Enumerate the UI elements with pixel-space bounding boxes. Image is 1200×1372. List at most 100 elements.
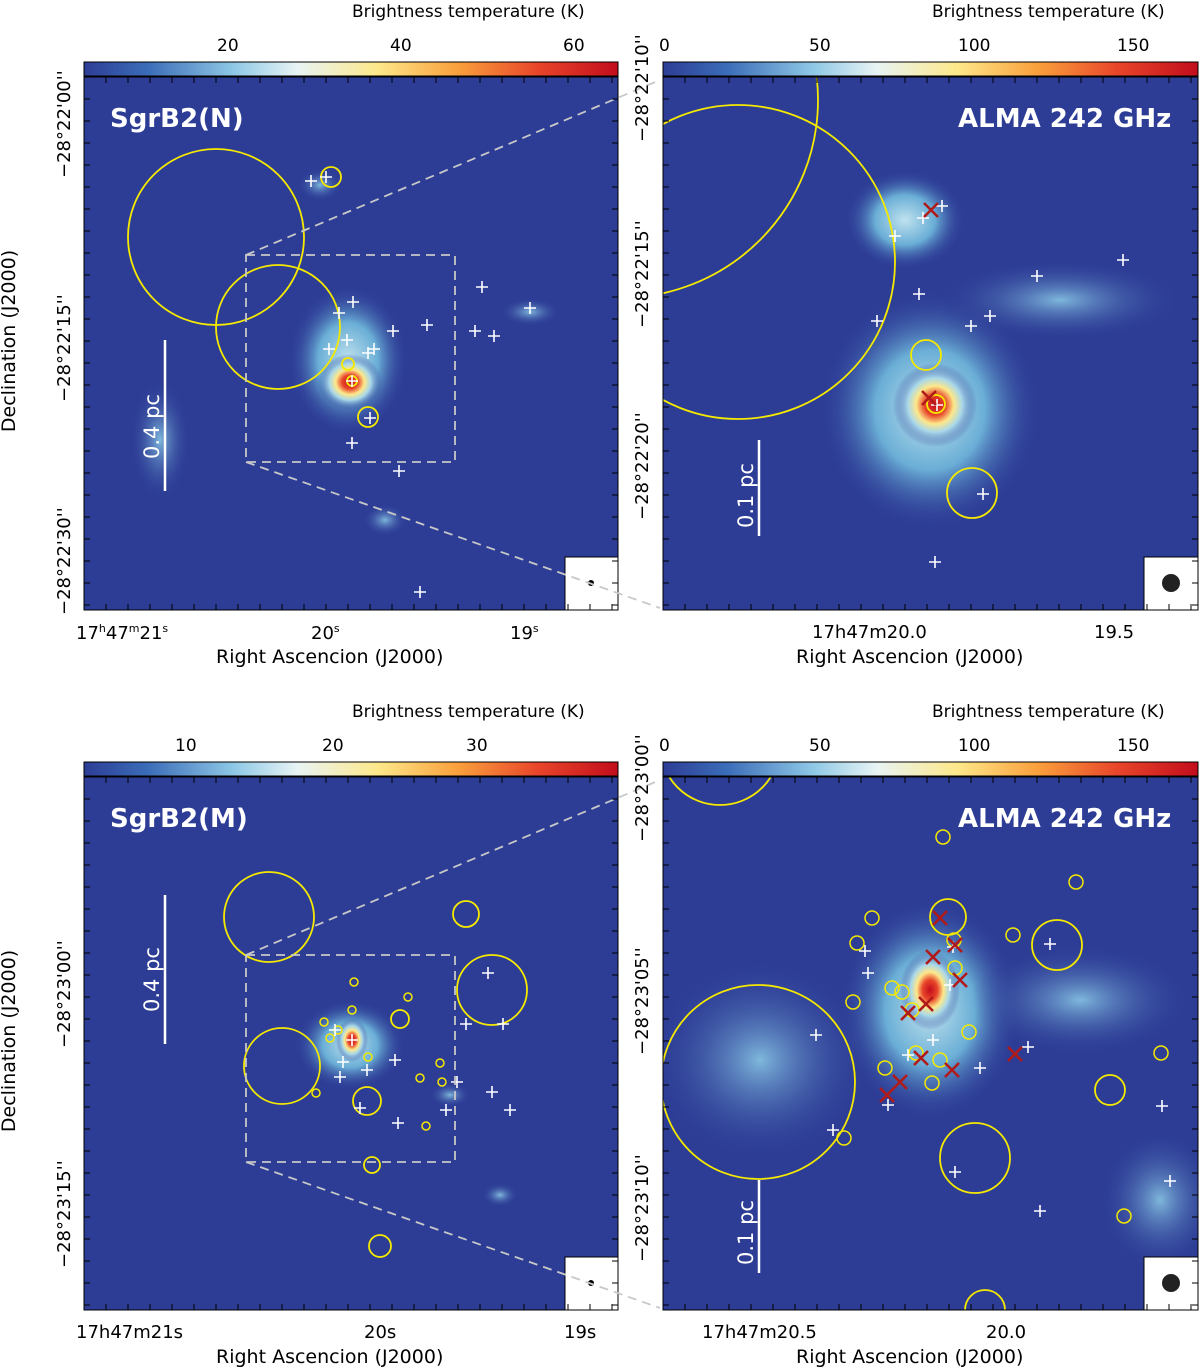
plus-marker	[451, 1076, 463, 1088]
circle-marker	[452, 900, 480, 928]
panel-sgrb2n	[83, 61, 619, 611]
x-tick-label: 17h47m21s	[76, 1322, 184, 1343]
plus-markers	[329, 967, 516, 1129]
beam	[1162, 574, 1180, 592]
panel-sgrb2m	[83, 761, 619, 1311]
plus-marker	[329, 1024, 341, 1036]
plus-marker	[440, 1104, 452, 1116]
x-axis-title: Right Ascencion (J2000)	[216, 1346, 444, 1368]
circle-marker	[946, 467, 998, 519]
circle-marker	[663, 77, 819, 295]
circle-marker	[215, 264, 341, 390]
colorbar-tick: 10	[175, 736, 197, 756]
y-axis-title: Declination (J2000)	[0, 949, 21, 1133]
axes-frame-3	[83, 776, 619, 1311]
x-markers	[879, 910, 1023, 1103]
plus-marker	[931, 399, 943, 411]
circle-marker	[1094, 1074, 1126, 1106]
plus-marker	[392, 1117, 404, 1129]
plus-markers	[305, 171, 536, 598]
x-tick-label: 17h47m20.0	[812, 622, 927, 643]
circle-marker	[347, 1005, 357, 1015]
plus-marker	[393, 465, 405, 477]
x-tick-label: 17h47m21s	[76, 622, 169, 644]
axes-frame-1	[83, 76, 619, 611]
plus-marker	[362, 347, 374, 359]
x-marker	[879, 1087, 895, 1103]
plus-marker	[333, 307, 345, 319]
plus-marker	[323, 343, 335, 355]
plus-markers	[871, 200, 1129, 568]
plus-marker	[460, 1018, 472, 1030]
plus-marker	[913, 288, 925, 300]
plus-marker	[882, 1099, 894, 1111]
circle-marker	[935, 829, 951, 845]
circle-marker	[1068, 874, 1084, 890]
plus-marker	[482, 967, 494, 979]
circle-marker	[836, 1130, 852, 1146]
plus-marker	[936, 200, 948, 212]
circle-marker	[456, 954, 528, 1026]
scale-bar-label: 0.4 pc	[140, 947, 164, 1012]
plus-marker	[974, 1062, 986, 1074]
circle-marker	[415, 1073, 425, 1083]
plus-marker	[347, 296, 359, 308]
circle-marker	[341, 357, 355, 371]
x-tick-label: 19s	[564, 1322, 597, 1343]
small-circle-markers	[311, 977, 447, 1131]
colorbar-tick: 40	[390, 36, 412, 56]
plus-marker	[364, 412, 376, 424]
plus-marker	[341, 334, 353, 346]
circle-marker	[926, 394, 946, 414]
x-marker	[921, 390, 937, 406]
x-axis-title: Right Ascencion (J2000)	[216, 646, 444, 668]
colorbar-tick: 60	[563, 36, 585, 56]
plus-marker	[354, 1102, 366, 1114]
circle-marker	[435, 1058, 445, 1068]
panel-title: ALMA 242 GHz	[958, 104, 1172, 134]
circle-marker	[849, 935, 865, 951]
circle-marker	[845, 994, 861, 1010]
plus-marker	[334, 1071, 346, 1083]
plus-marker	[1164, 1175, 1176, 1187]
plus-marker	[476, 281, 488, 293]
colorbar-title: Brightness temperature (K)	[352, 702, 585, 722]
x-tick-label: 20s	[311, 622, 340, 644]
y-axis-title: Declination (J2000)	[0, 249, 21, 433]
plus-marker	[1031, 270, 1043, 282]
plus-marker	[524, 302, 536, 314]
circle-marker	[929, 898, 967, 936]
circle-marker	[939, 1122, 1011, 1194]
circle-marker	[908, 1045, 924, 1061]
x-markers	[921, 202, 939, 406]
colorbar-tick: 20	[322, 736, 344, 756]
colorbar-3	[83, 761, 619, 777]
plus-marker	[862, 967, 874, 979]
panel-title: ALMA 242 GHz	[958, 804, 1172, 834]
circle-marker	[932, 1052, 948, 1068]
y-tick-label: −28°22'10''	[632, 34, 653, 142]
colorbar-2	[662, 61, 1199, 77]
y-tick-label: −28°23'05''	[632, 947, 653, 1055]
colorbar-tick: 30	[466, 736, 488, 756]
plus-marker	[305, 175, 317, 187]
circle-marker	[325, 1033, 335, 1043]
colorbar-tick: 100	[958, 36, 991, 56]
x-marker	[947, 937, 963, 953]
plus-marker	[486, 1086, 498, 1098]
plus-marker	[337, 1056, 349, 1068]
plus-marker	[949, 1166, 961, 1178]
circle-marker	[352, 1086, 382, 1116]
x-marker	[944, 1062, 960, 1078]
circle-marker	[663, 104, 896, 420]
map-4	[663, 777, 1198, 1310]
x-marker	[952, 972, 968, 988]
circle-marker	[910, 339, 942, 371]
plus-marker	[1044, 938, 1056, 950]
y-tick-label: −28°22'30''	[54, 507, 75, 615]
colorbar-tick: 50	[809, 736, 831, 756]
x-tick-label: 20s	[364, 1322, 397, 1343]
plus-marker	[1022, 1041, 1034, 1053]
plus-marker	[488, 330, 500, 342]
